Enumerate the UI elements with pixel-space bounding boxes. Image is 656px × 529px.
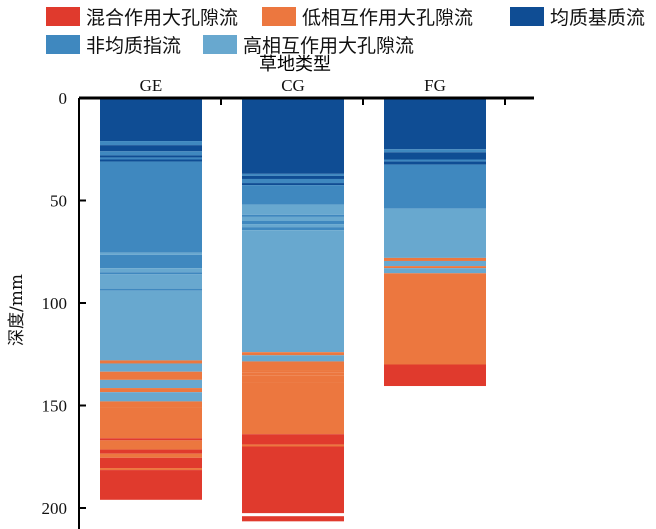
bar-segment-cg [242, 382, 344, 435]
bar-segment-cg [242, 352, 344, 356]
bar-segment-cg [242, 224, 344, 228]
legend-label: 低相互作用大孔隙流 [302, 7, 474, 29]
bar-segment-ge [100, 371, 202, 380]
y-axis-title: 深度/mm [7, 274, 27, 346]
legend-item-mixed: 混合作用大孔隙流 [46, 3, 238, 30]
y-tick-label: 150 [42, 397, 68, 416]
bar-segment-ge [100, 252, 202, 255]
bar-segment-cg [242, 372, 344, 376]
legend-label: 非均质指流 [86, 35, 182, 57]
bar-segment-ge [100, 155, 202, 158]
bar-segment-ge [100, 388, 202, 393]
bar-segment-ge [100, 453, 202, 458]
bar-segment-ge [100, 268, 202, 273]
bar-segment-ge [100, 290, 202, 361]
bar-segment-fg [384, 364, 486, 387]
bar-segment-ge [100, 157, 202, 160]
bar-segment-ge [100, 392, 202, 402]
legend-label: 高相互作用大孔隙流 [243, 35, 415, 57]
bar-segment-cg [242, 516, 344, 522]
bar-segment-fg [384, 268, 486, 274]
bar-segment-fg [384, 159, 486, 162]
bar-segment-cg [242, 370, 344, 373]
bar-segment-cg [242, 98, 344, 174]
bar-segment-ge [100, 145, 202, 152]
bar-segment-cg [242, 216, 344, 221]
bar-segment-fg [384, 149, 486, 153]
bar-segment-ge [100, 457, 202, 469]
y-tick-label: 100 [42, 294, 68, 313]
bar-segment-ge [100, 401, 202, 408]
bar-segment-ge [100, 98, 202, 142]
bar-segment-cg [242, 375, 344, 383]
bar-segment-fg [384, 257, 486, 261]
bar-segment-fg [384, 152, 486, 160]
y-tick-label: 200 [42, 499, 68, 518]
bar-segment-fg [384, 208, 486, 258]
bar-segment-ge [100, 274, 202, 289]
bar-segment-cg [242, 185, 344, 205]
legend-item-heterogeneous-finger: 非均质指流 [46, 31, 181, 58]
bar-segment-cg [242, 178, 344, 184]
legend-swatch [510, 7, 544, 26]
bar-segment-ge [100, 438, 202, 441]
bar-segment-cg [242, 204, 344, 215]
x-tick-label: FG [424, 76, 446, 95]
bar-segment-ge [100, 440, 202, 450]
bar-segment-ge [100, 288, 202, 291]
bar-segment-ge [100, 470, 202, 500]
bar-segment-ge [100, 161, 202, 253]
bar-segment-fg [384, 260, 486, 267]
bar-segment-cg [242, 434, 344, 445]
bar-segment-cg [242, 444, 344, 447]
bar-segment-cg [242, 446, 344, 514]
bar-segment-ge [100, 272, 202, 275]
bar-segment-ge [100, 151, 202, 156]
legend-swatch [262, 7, 296, 26]
bar-segment-cg [242, 175, 344, 179]
bar-segment-cg [242, 221, 344, 225]
legend-label: 均质基质流 [550, 7, 646, 29]
bar-segment-ge [100, 468, 202, 471]
legend-swatch [46, 7, 80, 26]
legend-swatch [46, 35, 80, 54]
bar-segment-ge [100, 159, 202, 162]
y-tick-label: 0 [59, 89, 68, 108]
bar-segment-fg [384, 164, 486, 209]
legend-item-high-interaction: 高相互作用大孔隙流 [203, 31, 414, 58]
bar-segment-ge [100, 449, 202, 454]
y-tick-label: 50 [50, 192, 67, 211]
bar-segment-cg [242, 361, 344, 371]
legend-item-low-interaction: 低相互作用大孔隙流 [262, 3, 473, 30]
bar-segment-ge [100, 407, 202, 439]
bar-segment-cg [242, 230, 344, 353]
bar-segment-ge [100, 254, 202, 269]
legend-item-homogeneous-matrix: 均质基质流 [510, 3, 645, 30]
bar-segment-fg [384, 266, 486, 269]
x-tick-label: GE [140, 76, 163, 95]
x-axis-title: 草地类型 [259, 54, 331, 75]
x-tick-label: CG [281, 76, 305, 95]
bar-segment-ge [100, 141, 202, 146]
legend-swatch [203, 35, 237, 54]
bar-segment-cg [242, 227, 344, 231]
bar-segment-ge [100, 379, 202, 389]
bar-segment-cg [242, 183, 344, 186]
bar-segment-cg [242, 355, 344, 362]
bar-segment-cg [242, 173, 344, 176]
bar-segment-fg [384, 98, 486, 150]
bar-segment-ge [100, 363, 202, 372]
legend-label: 混合作用大孔隙流 [86, 7, 239, 29]
bar-segment-fg [384, 161, 486, 165]
bar-segment-cg [242, 214, 344, 217]
bar-segment-fg [384, 273, 486, 365]
bar-segment-ge [100, 360, 202, 364]
